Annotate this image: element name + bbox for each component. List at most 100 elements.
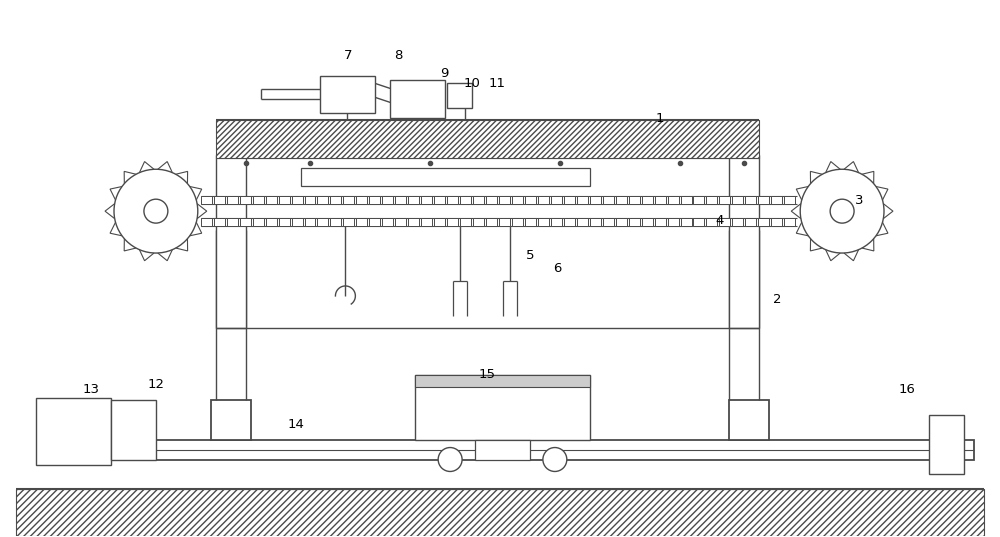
Circle shape	[830, 199, 854, 223]
Bar	[564, 196, 575, 204]
Bar	[758, 218, 769, 226]
Text: 3: 3	[855, 194, 863, 207]
Bar	[343, 218, 354, 226]
Bar	[473, 218, 484, 226]
Bar	[395, 218, 406, 226]
Bar	[41, 440, 974, 460]
Bar	[421, 196, 432, 204]
Bar	[408, 218, 419, 226]
Bar	[253, 218, 264, 226]
Text: 6: 6	[553, 262, 561, 274]
Bar	[292, 218, 303, 226]
Bar	[693, 218, 704, 226]
Bar	[655, 218, 666, 226]
Bar	[356, 218, 367, 226]
Bar	[415, 375, 590, 387]
Bar	[292, 196, 303, 204]
Bar	[395, 196, 406, 204]
Circle shape	[438, 447, 462, 471]
Bar	[719, 196, 730, 204]
Bar	[460, 218, 471, 226]
Bar	[668, 196, 679, 204]
Bar	[279, 196, 290, 204]
Bar	[434, 218, 445, 226]
Bar	[538, 218, 549, 226]
Bar	[499, 196, 510, 204]
Bar	[486, 196, 497, 204]
Bar	[551, 218, 562, 226]
Bar	[447, 218, 458, 226]
Bar	[784, 196, 795, 204]
Bar	[473, 196, 484, 204]
Bar	[305, 196, 315, 204]
Bar	[240, 218, 251, 226]
Bar	[305, 218, 315, 226]
Text: 12: 12	[147, 378, 164, 391]
Text: 5: 5	[526, 249, 534, 262]
Bar	[216, 120, 759, 158]
Bar	[320, 76, 375, 113]
Bar	[227, 196, 238, 204]
Bar	[382, 196, 393, 204]
Text: 2: 2	[773, 293, 782, 307]
Bar	[681, 218, 692, 226]
Bar	[771, 218, 782, 226]
Bar	[415, 375, 590, 440]
Text: 11: 11	[489, 77, 506, 90]
Bar	[447, 196, 458, 204]
Bar	[642, 196, 653, 204]
Bar	[460, 196, 471, 204]
Bar	[729, 400, 769, 440]
Bar	[216, 155, 246, 328]
Bar	[590, 218, 601, 226]
Bar	[758, 196, 769, 204]
Circle shape	[144, 199, 168, 223]
Bar	[475, 440, 530, 460]
Bar	[577, 218, 588, 226]
Bar	[732, 218, 743, 226]
Bar	[745, 218, 756, 226]
Text: 16: 16	[899, 383, 915, 396]
Bar	[266, 218, 277, 226]
Bar	[719, 218, 730, 226]
Bar	[745, 196, 756, 204]
Bar	[616, 218, 627, 226]
Bar	[408, 196, 419, 204]
Bar	[240, 196, 251, 204]
Bar	[317, 196, 328, 204]
Bar	[227, 218, 238, 226]
Text: 1: 1	[655, 112, 664, 125]
Text: 15: 15	[479, 368, 496, 381]
Bar	[512, 196, 523, 204]
Bar	[214, 218, 225, 226]
Bar	[382, 218, 393, 226]
Bar	[301, 168, 590, 186]
Bar	[201, 218, 212, 226]
Text: 7: 7	[344, 49, 353, 62]
Bar	[369, 196, 380, 204]
Bar	[390, 81, 445, 118]
Bar	[668, 218, 679, 226]
Bar	[266, 196, 277, 204]
Bar	[317, 218, 328, 226]
Bar	[356, 196, 367, 204]
Bar	[603, 218, 614, 226]
Bar	[590, 196, 601, 204]
Bar	[201, 196, 212, 204]
Bar	[36, 398, 111, 466]
Bar	[343, 196, 354, 204]
Bar	[434, 196, 445, 204]
Bar	[525, 218, 536, 226]
Text: 10: 10	[464, 77, 481, 90]
Bar	[616, 196, 627, 204]
Bar	[706, 218, 717, 226]
Bar	[655, 196, 666, 204]
Bar	[629, 218, 640, 226]
Bar	[732, 196, 743, 204]
Circle shape	[543, 447, 567, 471]
Bar	[512, 218, 523, 226]
Bar	[111, 400, 156, 460]
Bar	[693, 196, 704, 204]
Bar	[603, 196, 614, 204]
Bar	[681, 196, 692, 204]
